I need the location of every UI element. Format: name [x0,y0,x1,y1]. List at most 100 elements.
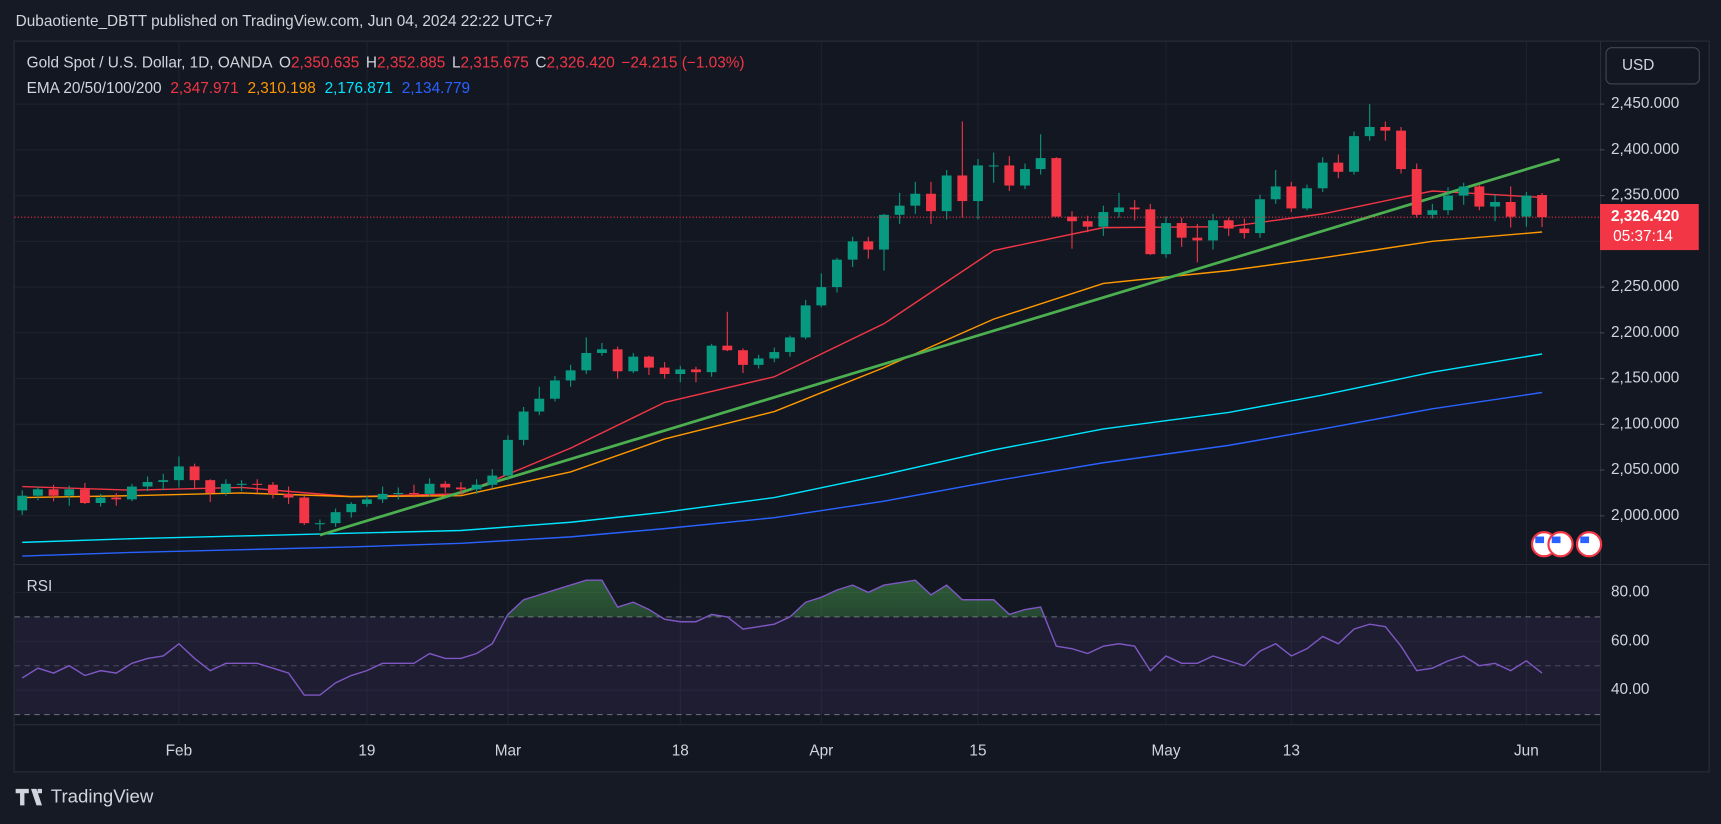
candle-body [1317,162,1328,189]
rsi-overbought-fill [506,580,1045,617]
candle-body [973,165,983,202]
candle-body [283,493,294,498]
candle-body [1458,186,1469,196]
candle-body [926,193,936,212]
candle-body [126,486,137,500]
candle-body [1521,195,1532,217]
flag[interactable] [1575,531,1603,558]
currency[interactable]: USD [1622,57,1654,74]
candle-body [753,358,764,365]
candle-body [738,350,748,365]
ohlc-prefix: O [279,55,291,72]
candle-body [550,380,560,399]
candle-body [534,398,545,412]
candle-body [267,484,278,494]
candle-body [518,411,529,440]
candle-body [1411,169,1422,215]
ema-value: 2,176.871 [325,80,393,97]
candle-body [220,483,231,493]
candle-body [1176,223,1187,238]
candle-body [941,175,952,212]
ema-line [22,353,1543,544]
legend-title: Gold Spot / U.S. Dollar, 1D, OANDA [27,55,274,72]
y-tick-label: 2,350.000 [1611,187,1679,204]
candle-body [644,356,654,368]
ema-line [22,391,1543,557]
candle-body [173,466,184,481]
candle-body [1192,237,1203,241]
candle-body [1051,158,1062,217]
x-tick-label: 19 [358,743,375,760]
flag-canton [1580,536,1590,544]
candle-body [1255,199,1265,234]
x-tick-label: Mar [495,743,521,760]
candle-body [236,483,247,485]
x-tick-label: 18 [672,743,689,760]
candle-body [863,241,874,250]
last-price-box [1600,204,1699,251]
event-flags[interactable] [1530,531,1603,558]
candle-body [252,483,263,485]
y-tick-label: 80.00 [1611,583,1649,600]
candle-body [393,492,404,495]
candle-body [847,241,858,260]
candle-body [1333,162,1344,172]
candle-body [1082,221,1093,227]
candle-body [487,475,498,485]
y-tick-label: 2,000.000 [1611,507,1679,524]
candle-body [95,497,106,504]
x-tick-label: 15 [969,743,986,760]
candle-body [17,495,28,511]
ohlc-prefix: C [535,55,546,72]
candle-body [1349,136,1359,172]
candle-body [988,165,999,167]
y-tick-label: 2,400.000 [1611,141,1679,158]
ema-title: EMA 20/50/100/200 [27,80,162,97]
brand: TradingView [51,786,154,807]
change: −24.215 [621,55,677,72]
candle-body [1364,126,1375,137]
candle-body [1114,207,1124,213]
candle-body [79,489,90,504]
currency-button[interactable] [1605,47,1700,85]
ohlc-prefix: L [452,55,461,72]
candle-body [659,367,670,375]
candle-body [1443,195,1453,211]
candle-body [581,352,592,371]
candle-body [409,492,419,495]
candle-body [1239,228,1250,234]
y-tick-label: 2,250.000 [1611,278,1679,295]
ema-value: 2,347.971 [170,80,238,97]
candle-body [32,489,43,496]
ohlc-prefix: H [366,55,377,72]
ohlc-value: 2,326.420 [547,55,615,72]
candle-body [377,493,388,500]
change-pct: (−1.03%) [682,55,745,72]
candle-body [1380,126,1391,131]
candle-body [1208,220,1218,241]
plot-area [17,104,1560,557]
ema-line [22,190,1543,498]
y-tick-label: 40.00 [1611,681,1649,698]
candle-body [675,369,686,375]
x-tick-label: May [1151,743,1180,760]
candle-body [1427,210,1438,215]
ohlc-value: 2,350.635 [291,55,359,72]
x-tick-label: Jun [1514,743,1539,760]
ohlc-value: 2,315.675 [460,55,528,72]
candle-body [565,370,576,381]
candle-body [800,305,811,338]
candle-body [1035,158,1046,170]
candle-body [1067,216,1077,222]
candle-body [440,483,451,488]
candle-body [1286,186,1297,209]
flag[interactable] [1547,531,1574,558]
x-tick-label: Feb [166,743,192,760]
candle-body [361,499,372,504]
brand-logo [15,788,42,806]
candle-body [769,352,780,359]
candle-body [1145,209,1156,255]
candle-body [346,503,357,513]
candle-body [142,481,153,487]
